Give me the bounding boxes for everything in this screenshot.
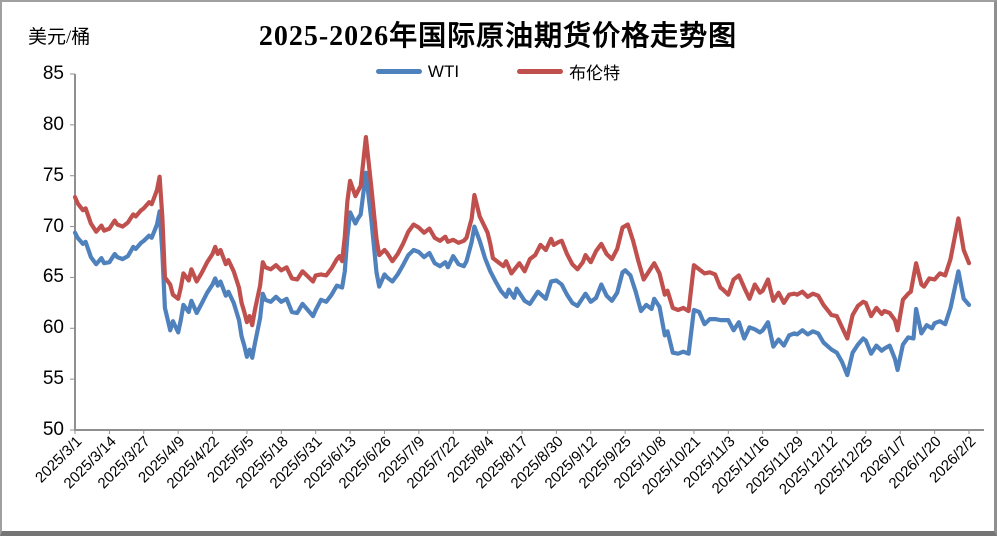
wti-line-swatch-icon bbox=[375, 69, 422, 74]
chart-title: 2025-2026年国际原油期货价格走势图 bbox=[258, 21, 738, 52]
legend-label-brent: 布伦特 bbox=[569, 64, 621, 83]
y-tick-label: 85 bbox=[42, 63, 64, 84]
y-axis-unit-label: 美元/桶 bbox=[28, 27, 91, 48]
brent-line-swatch-icon bbox=[517, 69, 564, 74]
y-tick-label: 70 bbox=[42, 215, 64, 237]
y-tick-label: 80 bbox=[42, 113, 64, 135]
legend-item-brent: 布伦特 bbox=[517, 59, 620, 84]
y-tick-label: 55 bbox=[42, 368, 64, 390]
y-tick-label: 50 bbox=[42, 419, 64, 440]
y-tick-label: 75 bbox=[42, 164, 64, 186]
y-tick-label: 60 bbox=[42, 317, 64, 339]
legend-label-wti: WTI bbox=[427, 61, 460, 81]
brent-line bbox=[72, 135, 972, 341]
legend-item-wti: WTI bbox=[375, 61, 460, 82]
y-tick-label: 65 bbox=[42, 266, 64, 288]
wti-line bbox=[72, 170, 972, 378]
legend: WTI 布伦特 bbox=[2, 59, 994, 84]
